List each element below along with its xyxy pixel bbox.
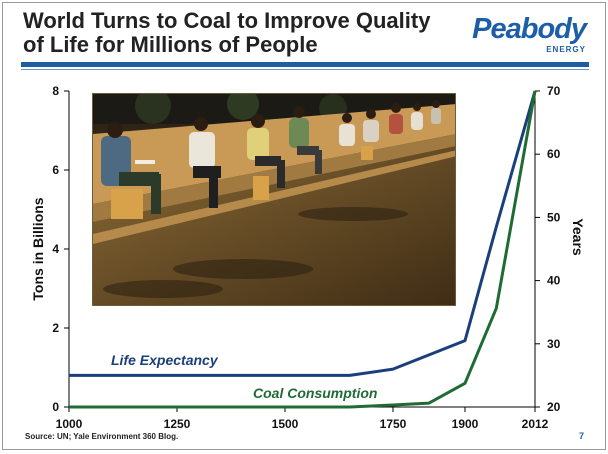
photo-students-reading <box>92 93 456 306</box>
y-right-tick-label: 30 <box>547 337 561 351</box>
y-right-tick-label: 20 <box>547 400 561 414</box>
x-tick-label: 1750 <box>380 417 407 431</box>
y-right-tick-label: 60 <box>547 147 561 161</box>
chart: 0 2 4 6 8 20 30 40 50 60 70 1000 1250 1500 1750 1900 201… <box>30 84 586 431</box>
x-tick-label: 1000 <box>56 417 83 431</box>
title-line-1: World Turns to Coal to Improve Quality <box>23 8 431 33</box>
x-tick-label: 1900 <box>452 417 479 431</box>
y-axis-left-title: Tons in Billions <box>30 197 46 300</box>
y-right-tick-label: 50 <box>547 210 561 224</box>
y-right-tick-label: 40 <box>547 274 561 288</box>
logo-subtitle: ENERGY <box>546 45 586 54</box>
page-number: 7 <box>579 431 585 441</box>
peabody-logo: Peabody ENERGY <box>472 13 590 61</box>
photo-students-reading-icon <box>93 94 455 305</box>
y-left-tick-label: 6 <box>52 163 59 177</box>
series-label-coal-consumption: Coal Consumption <box>253 385 377 401</box>
series-line-life-expectancy <box>69 90 537 377</box>
x-tick-label: 1250 <box>164 417 191 431</box>
x-tick-label: 1500 <box>272 417 299 431</box>
y-right-tick-label: 70 <box>547 84 561 98</box>
slide-title: World Turns to Coal to Improve Quality o… <box>23 9 463 57</box>
title-line-2: of Life for Millions of People <box>23 32 318 57</box>
title-rule-thin <box>21 69 589 70</box>
y-left-tick-label: 0 <box>52 400 59 414</box>
title-rule <box>21 62 589 67</box>
logo-wordmark: Peabody <box>472 13 587 45</box>
y-left-tick-label: 8 <box>52 84 59 98</box>
series-line-coal-consumption <box>69 90 537 409</box>
y-axis-right-title: Years <box>570 218 586 256</box>
y-left-tick-label: 4 <box>52 242 59 256</box>
series-label-life-expectancy: Life Expectancy <box>111 352 219 368</box>
x-tick-label: 2012 <box>522 417 549 431</box>
y-left-tick-label: 2 <box>52 321 59 335</box>
source-note: Source: UN; Yale Environment 360 Blog. <box>25 432 179 441</box>
